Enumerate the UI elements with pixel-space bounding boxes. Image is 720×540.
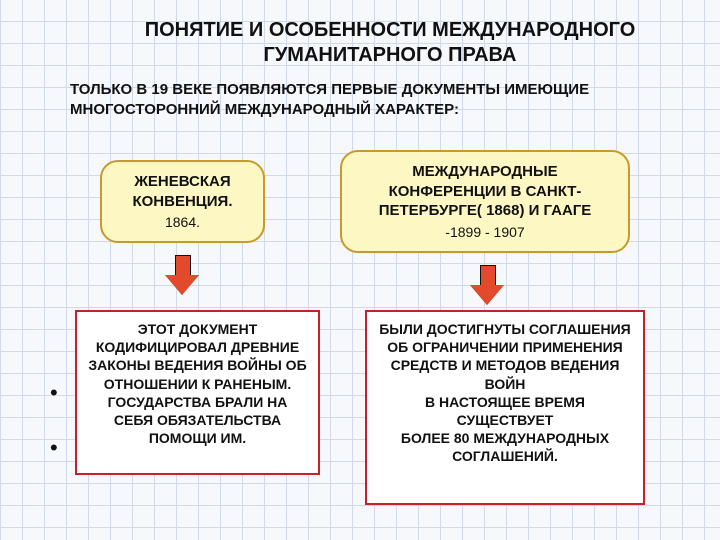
conferences-description-text: БЫЛИ ДОСТИГНУТЫ СОГЛАШЕНИЯ ОБ ОГРАНИЧЕНИ… [379,321,631,464]
slide: ПОНЯТИЕ И ОСОБЕННОСТИ МЕЖДУНАРОДНОГО ГУМ… [0,0,720,540]
arrow-down-icon [165,255,199,295]
conferences-box: МЕЖДУНАРОДНЫЕ КОНФЕРЕНЦИИ В САНКТ-ПЕТЕРБ… [340,150,630,253]
slide-subtitle: ТОЛЬКО В 19 ВЕКЕ ПОЯВЛЯЮТСЯ ПЕРВЫЕ ДОКУМ… [70,80,660,119]
geneva-convention-box: ЖЕНЕВСКАЯ КОНВЕНЦИЯ. 1864. [100,160,265,243]
bullet-icon: • [50,380,58,406]
conferences-title: МЕЖДУНАРОДНЫЕ КОНФЕРЕНЦИИ В САНКТ-ПЕТЕРБ… [354,162,616,221]
conferences-years: -1899 - 1907 [354,223,616,241]
geneva-convention-year: 1864. [114,213,251,231]
bullet-icon: • [50,435,58,461]
slide-title: ПОНЯТИЕ И ОСОБЕННОСТИ МЕЖДУНАРОДНОГО ГУМ… [100,18,680,68]
geneva-description-box: ЭТОТ ДОКУМЕНТ КОДИФИЦИРОВАЛ ДРЕВНИЕ ЗАКО… [75,310,320,475]
arrow-down-icon [470,265,504,305]
conferences-description-box: БЫЛИ ДОСТИГНУТЫ СОГЛАШЕНИЯ ОБ ОГРАНИЧЕНИ… [365,310,645,505]
geneva-convention-title: ЖЕНЕВСКАЯ КОНВЕНЦИЯ. [114,172,251,211]
geneva-description-text: ЭТОТ ДОКУМЕНТ КОДИФИЦИРОВАЛ ДРЕВНИЕ ЗАКО… [88,321,306,446]
